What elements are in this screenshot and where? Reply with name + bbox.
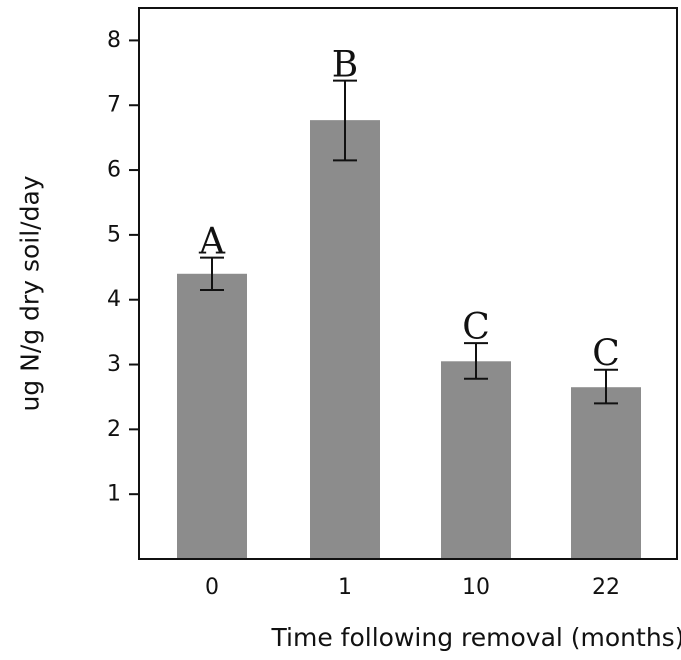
significance-label: B bbox=[332, 45, 358, 86]
error-bars-layer bbox=[200, 79, 618, 405]
y-tick-label: 8 bbox=[107, 28, 121, 53]
significance-label: C bbox=[462, 307, 490, 348]
bar-0 bbox=[177, 273, 247, 559]
y-tick-label: 7 bbox=[107, 93, 121, 118]
y-tick-label: 1 bbox=[107, 482, 121, 507]
axes-layer bbox=[138, 7, 678, 560]
bar-22 bbox=[571, 387, 641, 559]
y-tick-label: 2 bbox=[107, 417, 121, 442]
x-tick-label: 0 bbox=[205, 575, 219, 600]
x-tick-label: 1 bbox=[338, 575, 352, 600]
y-tick-label: 4 bbox=[107, 287, 121, 312]
x-tick-label: 22 bbox=[592, 575, 620, 600]
y-ticks-layer: 1 2 3 4 5 6 7 8 bbox=[107, 28, 139, 507]
y-tick-label: 5 bbox=[107, 222, 121, 247]
bar-1 bbox=[310, 120, 380, 559]
y-tick-label: 3 bbox=[107, 352, 121, 377]
plot-frame bbox=[138, 7, 678, 560]
significance-label: A bbox=[198, 222, 226, 263]
significance-labels-layer: A B C C bbox=[198, 45, 620, 375]
y-axis-title: ug N/g dry soil/day bbox=[16, 175, 45, 411]
x-tick-label: 10 bbox=[462, 575, 490, 600]
y-tick-label: 6 bbox=[107, 158, 121, 183]
bar-10 bbox=[441, 361, 511, 559]
significance-label: C bbox=[592, 334, 620, 375]
x-axis-title: Time following removal (months) bbox=[271, 623, 681, 652]
bars-layer bbox=[177, 120, 641, 559]
x-ticks-layer: 0 1 10 22 bbox=[205, 575, 620, 600]
